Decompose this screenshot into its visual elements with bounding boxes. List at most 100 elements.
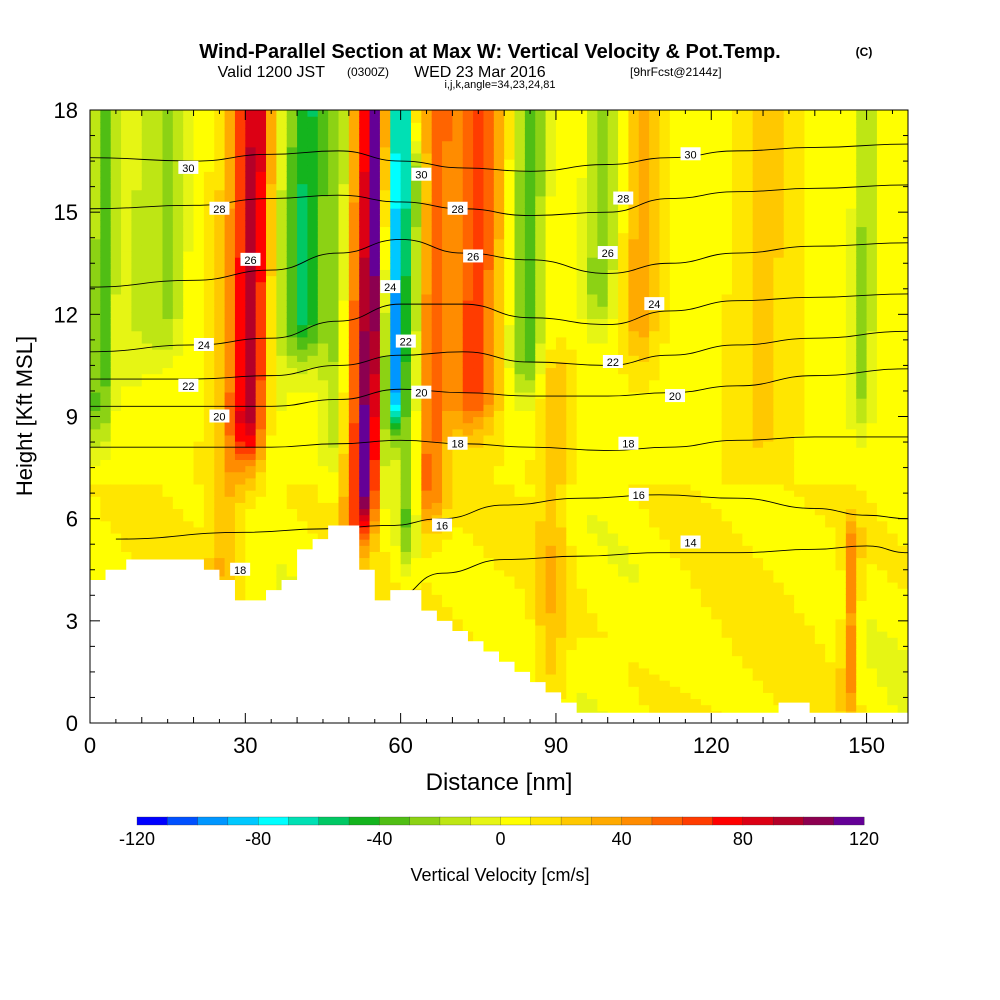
velocity-cell [400, 582, 412, 589]
velocity-cell [131, 232, 143, 240]
velocity-cell [276, 146, 288, 154]
velocity-cell [545, 146, 557, 154]
velocity-cell [524, 128, 536, 136]
velocity-cell [359, 379, 371, 387]
velocity-cell [172, 183, 184, 191]
velocity-cell [400, 349, 412, 356]
velocity-cell [576, 306, 588, 313]
velocity-cell [545, 208, 557, 215]
velocity-cell [110, 563, 122, 571]
velocity-cell [462, 575, 474, 583]
velocity-cell [110, 496, 122, 503]
velocity-cell [183, 122, 195, 129]
velocity-cell [452, 404, 464, 411]
velocity-cell [203, 281, 215, 289]
velocity-cell [400, 367, 412, 375]
velocity-cell [90, 177, 101, 185]
velocity-cell [462, 428, 474, 436]
velocity-cell [266, 152, 277, 160]
velocity-cell [473, 539, 485, 546]
velocity-cell [234, 582, 246, 589]
velocity-cell [410, 514, 422, 522]
velocity-cell [369, 404, 381, 411]
velocity-cell [431, 361, 443, 369]
velocity-cell [493, 183, 505, 191]
velocity-cell [442, 201, 453, 209]
velocity-cell [317, 447, 329, 454]
velocity-cell [286, 434, 298, 442]
velocity-cell [400, 195, 412, 203]
velocity-cell [576, 520, 588, 528]
velocity-cell [514, 134, 526, 142]
velocity-cell [328, 183, 340, 191]
velocity-cell [328, 410, 340, 418]
velocity-cell [524, 183, 536, 191]
velocity-cell [379, 447, 391, 454]
velocity-cell [452, 447, 464, 454]
velocity-cell [307, 477, 319, 485]
velocity-cell [462, 398, 474, 405]
velocity-cell [379, 201, 391, 209]
velocity-cell [493, 385, 505, 393]
velocity-cell [152, 434, 164, 442]
velocity-cell [286, 557, 298, 565]
velocity-cell [597, 637, 609, 644]
velocity-cell [172, 220, 184, 228]
velocity-cell [328, 404, 340, 411]
velocity-cell [514, 116, 526, 123]
velocity-cell [214, 385, 226, 393]
velocity-cell [452, 539, 464, 546]
velocity-cell [307, 201, 319, 209]
velocity-cell [121, 226, 133, 234]
velocity-cell [545, 588, 557, 595]
velocity-cell [524, 391, 536, 399]
velocity-cell [183, 483, 195, 491]
velocity-cell [110, 134, 122, 142]
velocity-cell [245, 557, 257, 565]
velocity-cell [587, 159, 598, 166]
velocity-cell [90, 508, 101, 516]
velocity-cell [224, 275, 236, 283]
velocity-cell [328, 434, 340, 442]
velocity-cell [307, 532, 319, 540]
velocity-cell [328, 422, 340, 430]
velocity-cell [524, 441, 536, 448]
velocity-cell [338, 465, 350, 473]
velocity-cell [514, 483, 526, 491]
velocity-cell [462, 447, 474, 454]
velocity-cell [587, 612, 598, 620]
velocity-cell [462, 514, 474, 522]
velocity-cell [131, 140, 143, 148]
velocity-cell [390, 306, 402, 313]
velocity-cell [504, 110, 516, 117]
velocity-cell [234, 410, 246, 418]
velocity-cell [524, 465, 536, 473]
velocity-cell [524, 649, 536, 657]
velocity-cell [400, 557, 412, 565]
velocity-cell [245, 134, 257, 142]
velocity-cell [255, 441, 267, 448]
velocity-cell [587, 391, 598, 399]
velocity-cell [110, 312, 122, 320]
velocity-cell [266, 545, 277, 552]
velocity-cell [576, 637, 588, 644]
velocity-cell [276, 312, 288, 320]
velocity-cell [297, 201, 309, 209]
velocity-cell [203, 238, 215, 246]
velocity-cell [410, 226, 422, 234]
velocity-cell [421, 244, 433, 252]
velocity-cell [255, 483, 267, 491]
velocity-cell [535, 342, 547, 350]
velocity-cell [421, 159, 433, 166]
velocity-cell [297, 128, 309, 136]
velocity-cell [545, 134, 557, 142]
velocity-cell [245, 428, 257, 436]
velocity-cell [348, 483, 360, 491]
velocity-cell [483, 643, 495, 651]
velocity-cell [90, 557, 101, 565]
velocity-cell [297, 508, 309, 516]
subtitle-date: WED 23 Mar 2016 [414, 64, 546, 81]
velocity-cell [597, 545, 609, 552]
velocity-cell [597, 520, 609, 528]
velocity-cell [297, 545, 309, 552]
